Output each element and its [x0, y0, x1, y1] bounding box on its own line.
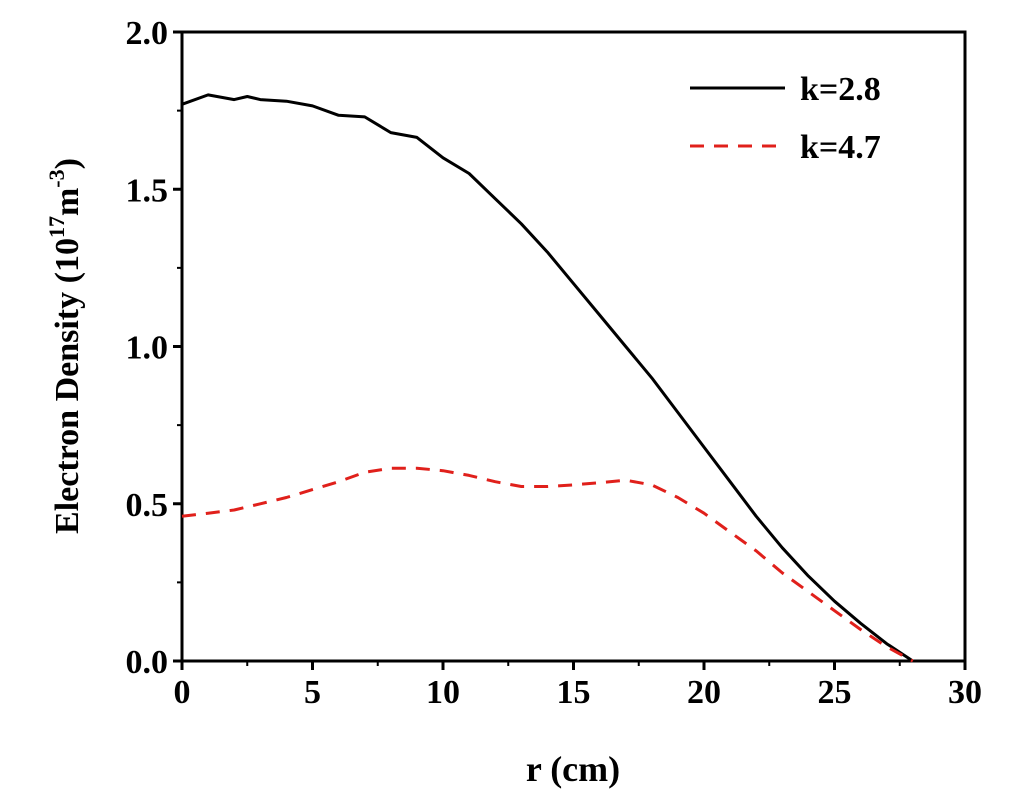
- x-tick-label: 10: [426, 674, 460, 711]
- y-tick-label: 1.0: [126, 330, 169, 367]
- y-tick-label: 0.5: [126, 487, 169, 524]
- x-tick-label: 15: [557, 674, 591, 711]
- y-tick-label: 2.0: [126, 15, 169, 52]
- plot-frame: [180, 30, 967, 663]
- y-tick-label: 1.5: [126, 172, 169, 209]
- x-tick-label: 20: [687, 674, 721, 711]
- series-layer: [181, 93, 914, 663]
- series-line-k=4.7: [181, 466, 914, 663]
- series-line-k=2.8: [181, 93, 914, 663]
- y-axis-label: Electron Density (1017m-3): [44, 158, 86, 534]
- x-tick-label: 0: [174, 674, 191, 711]
- x-tick-label: 5: [304, 674, 321, 711]
- y-tick-label: 0.0: [126, 644, 169, 681]
- x-axis-label: r (cm): [526, 749, 620, 789]
- x-tick-label: 30: [948, 674, 982, 711]
- legend-label-k2.8: k=2.8: [800, 71, 881, 108]
- axes: 0 5 10 15 20 25 30 0.0 0.5 1.0 1.5 2.0: [126, 15, 983, 711]
- legend: k=2.8 k=4.7: [690, 71, 881, 166]
- x-tick-label: 25: [818, 674, 852, 711]
- legend-label-k4.7: k=4.7: [800, 129, 881, 166]
